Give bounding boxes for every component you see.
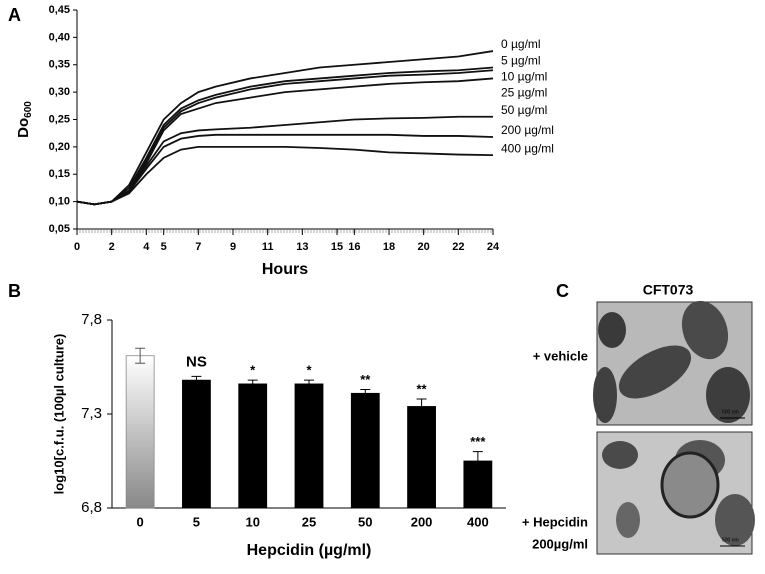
y-tick-label: 0,35 <box>49 59 70 71</box>
error-bar <box>472 451 483 471</box>
y-axis-title-text: Do <box>15 118 32 138</box>
line <box>76 50 494 206</box>
micrograph <box>596 431 755 555</box>
row-label: 200µg/ml <box>532 536 588 551</box>
significance-label: NS <box>186 353 207 370</box>
error-bar <box>360 389 371 398</box>
panel-title: CFT073 <box>643 282 694 298</box>
error-bar <box>247 379 258 389</box>
x-tick-label: 20 <box>418 241 430 253</box>
x-tick-label: 13 <box>296 241 308 253</box>
bar <box>407 406 436 509</box>
x-axis-title: Hepcidin (µg/ml) <box>247 542 372 559</box>
panel-label: A <box>8 5 21 25</box>
line <box>76 115 493 206</box>
bar <box>350 392 380 509</box>
scale-bar-label: 500 nm <box>722 409 739 415</box>
y-axis-title: Do600 <box>15 101 34 138</box>
error-bar <box>135 347 146 364</box>
scale-bar-label: 500 nm <box>722 537 739 543</box>
y-tick-label: 0,45 <box>49 4 70 16</box>
significance-label: ** <box>417 381 428 396</box>
y-axis-title-subscript: 600 <box>23 101 34 118</box>
row-label: + vehicle <box>533 348 588 363</box>
panel-label: C <box>556 281 569 301</box>
x-axis-title: Hours <box>262 261 308 278</box>
y-tick-label: 0,30 <box>49 86 70 98</box>
x-tick-label: 15 <box>331 241 343 253</box>
line <box>76 77 494 206</box>
series-label: 10 µg/ml <box>501 70 547 84</box>
x-tick-label: 11 <box>262 241 274 253</box>
x-tick-label: 7 <box>195 241 201 253</box>
x-tick-label: 22 <box>452 241 464 253</box>
line <box>76 145 494 206</box>
series-label: 5 µg/ml <box>501 54 541 68</box>
x-tick-label: 400 <box>467 514 489 529</box>
significance-label: * <box>306 363 312 378</box>
y-tick-label: 0,25 <box>49 113 70 125</box>
x-tick-label: 16 <box>348 241 360 253</box>
x-tick-label: 4 <box>143 241 150 253</box>
series-label: 400 µg/ml <box>501 141 554 155</box>
x-tick-label: 10 <box>245 514 259 529</box>
row-label: + Hepcidin <box>522 514 588 529</box>
panel-label: B <box>8 281 21 301</box>
y-tick-label: 0,10 <box>49 196 70 208</box>
error-bar <box>304 379 314 389</box>
micrograph <box>593 300 753 426</box>
x-tick-label: 18 <box>383 241 395 253</box>
x-tick-label: 50 <box>358 514 372 529</box>
x-tick-label: 2 <box>109 241 115 253</box>
bar <box>125 355 155 509</box>
error-bar <box>416 398 427 415</box>
significance-label: ** <box>360 372 371 387</box>
x-tick-label: 25 <box>302 514 316 529</box>
x-tick-label: 0 <box>137 514 144 529</box>
bar <box>294 383 324 509</box>
series-label: 50 µg/ml <box>501 103 547 117</box>
y-tick-label: 7,8 <box>81 311 102 328</box>
y-tick-label: 0,15 <box>49 168 70 180</box>
x-tick-label: 0 <box>74 241 80 253</box>
series-label: 0 µg/ml <box>501 37 541 51</box>
x-tick-label: 200 <box>411 514 433 529</box>
x-tick-label: 5 <box>193 514 200 529</box>
y-axis-title: log10[c.f.u. (100µl culture) <box>51 334 66 495</box>
series-label: 25 µg/ml <box>501 86 547 100</box>
x-tick-label: 24 <box>487 241 500 253</box>
y-tick-label: 6,8 <box>81 499 102 516</box>
bar <box>182 379 211 509</box>
line <box>76 66 494 206</box>
bar <box>238 383 268 509</box>
error-bar <box>191 375 202 385</box>
series-label: 200 µg/ml <box>501 123 554 137</box>
x-tick-label: 5 <box>161 241 167 253</box>
line <box>76 69 494 206</box>
y-tick-label: 7,3 <box>81 405 102 422</box>
significance-label: *** <box>470 434 486 449</box>
x-tick-label: 9 <box>230 241 236 253</box>
line <box>76 133 494 206</box>
significance-label: * <box>250 363 256 378</box>
y-tick-label: 0,20 <box>49 141 70 153</box>
y-tick-label: 0,40 <box>49 31 70 43</box>
y-tick-label: 0,05 <box>49 223 70 235</box>
